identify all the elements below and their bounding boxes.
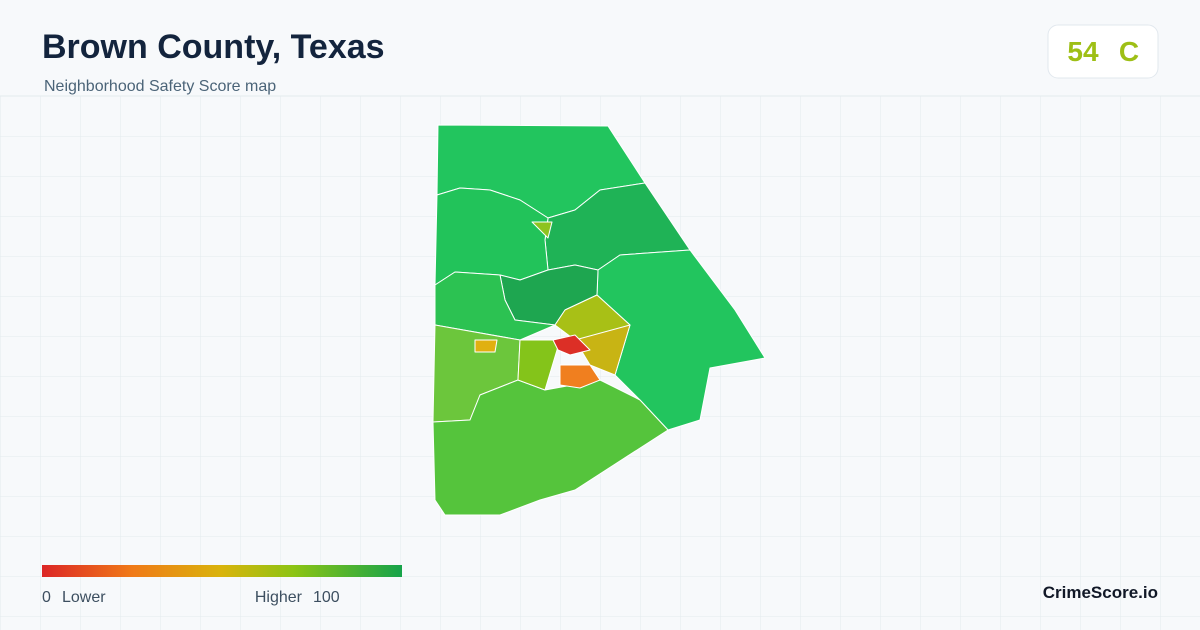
score-badge [1047,24,1159,79]
region [552,334,591,356]
region [531,221,553,239]
legend-high-label: Higher [255,589,303,606]
score-grade: C [1119,36,1139,67]
region [559,364,601,389]
brand: CrimeScore.io [1043,583,1158,602]
legend-low-label: Lower [62,589,106,606]
legend-min: 0 [42,589,51,606]
subtitle: Neighborhood Safety Score map [44,78,276,95]
legend-max: 100 [313,589,340,606]
title: Brown County, Texas [42,28,385,66]
region [574,324,631,376]
region [517,339,561,391]
legend-gradient [42,565,402,577]
score-value: 54 [1067,36,1099,67]
county-map [432,124,766,516]
region [474,339,498,353]
region [432,379,669,516]
